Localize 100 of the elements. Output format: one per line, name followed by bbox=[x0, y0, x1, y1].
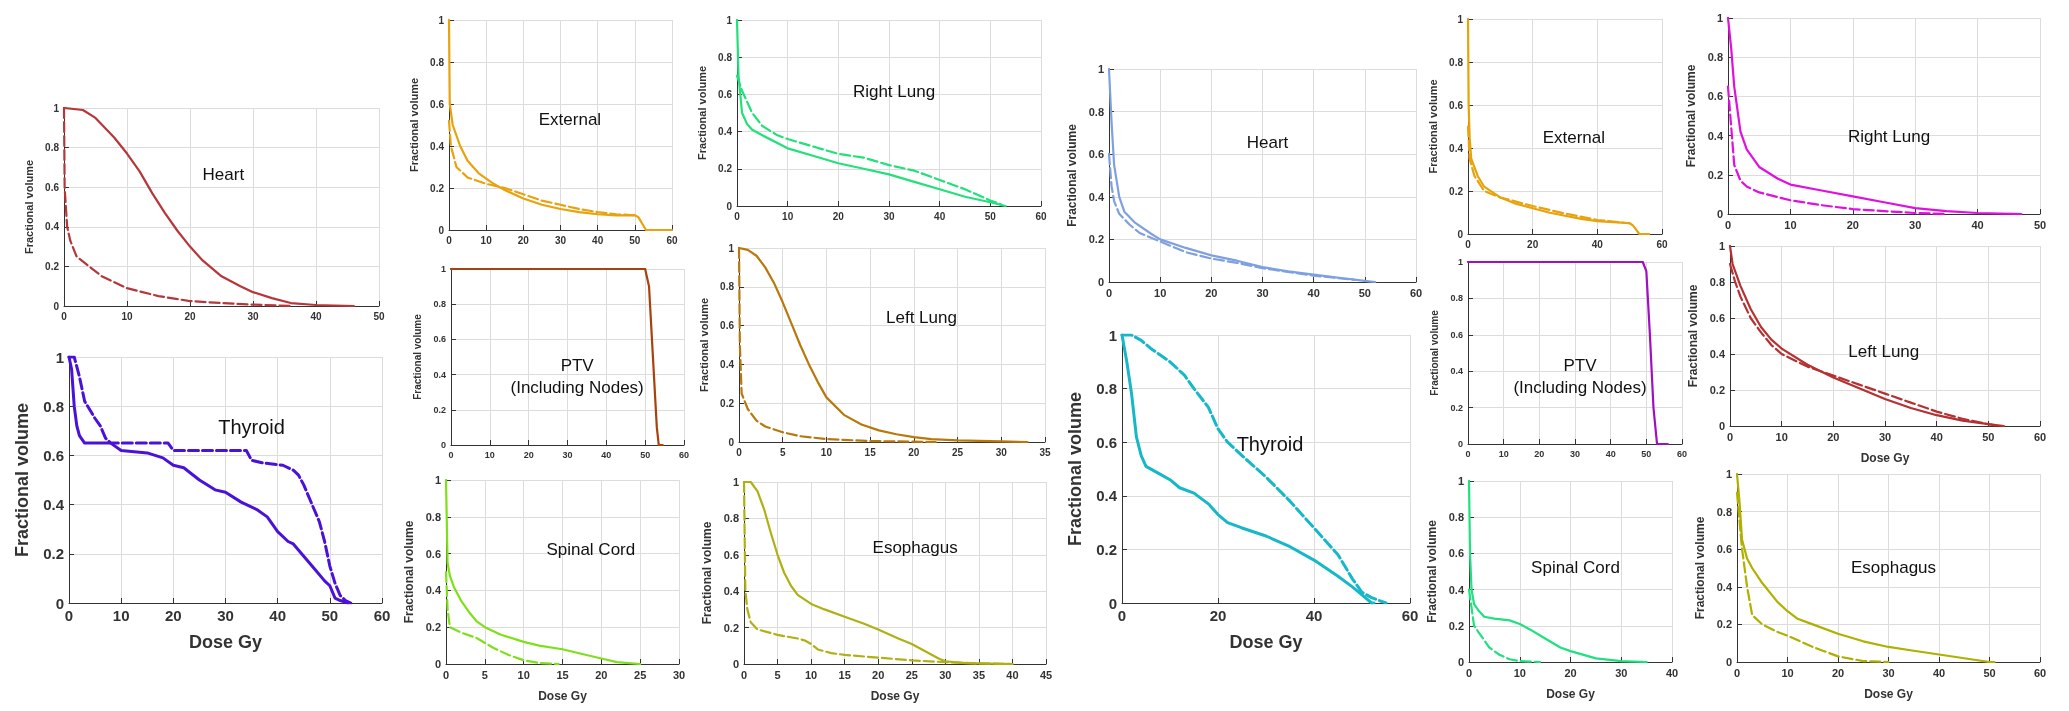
y-axis-title: Fractional volume bbox=[22, 159, 35, 255]
y-tick-label: 1 bbox=[732, 476, 739, 488]
y-tick-label: 0.2 bbox=[1088, 233, 1104, 246]
text: Spinal Cord bbox=[546, 539, 636, 559]
y-tick-label: 0.6 bbox=[430, 98, 445, 110]
y-tick-label: 1 bbox=[1457, 257, 1463, 267]
x-axis-title: Dose Gy bbox=[1546, 687, 1596, 701]
y-tick-label: 0.6 bbox=[720, 320, 735, 332]
y-tick-label: 0 bbox=[1718, 420, 1725, 432]
y-tick-label: 0.4 bbox=[1096, 487, 1118, 505]
y-tick-label: 1 bbox=[53, 102, 60, 114]
y-tick-label: 0.4 bbox=[425, 584, 442, 597]
x-tick-label: 0 bbox=[740, 668, 748, 681]
x-tick-label: 60 bbox=[1035, 210, 1047, 222]
y-axis-title: Fractional volume bbox=[1685, 284, 1700, 388]
y-tick-label: 0.2 bbox=[1449, 185, 1464, 197]
x-tick-label: 10 bbox=[1775, 430, 1788, 443]
y-tick-label: 1 bbox=[55, 348, 64, 366]
x-axis-title: Dose Gy bbox=[1864, 687, 1914, 701]
x-tick-label: 40 bbox=[1665, 666, 1679, 679]
x-tick-label: 50 bbox=[1641, 448, 1652, 459]
x-tick-label: 30 bbox=[1878, 430, 1892, 443]
y-tick-label: 0 bbox=[53, 300, 60, 312]
x-axis-title: Dose Gy bbox=[870, 689, 920, 703]
y-axis-title: Fractional volume bbox=[1065, 391, 1085, 547]
y-tick-label: 0.8 bbox=[43, 397, 64, 415]
text: Esophagus bbox=[872, 537, 958, 557]
x-tick-label: 40 bbox=[310, 310, 322, 322]
y-tick-label: 0.4 bbox=[433, 369, 446, 380]
x-tick-label: 40 bbox=[592, 234, 604, 246]
x-tick-label: 15 bbox=[864, 446, 877, 458]
y-tick-label: 0.2 bbox=[430, 182, 445, 194]
x-tick-label: 30 bbox=[1909, 218, 1922, 231]
x-tick-label: 60 bbox=[678, 449, 690, 460]
x-tick-label: 20 bbox=[1827, 430, 1840, 443]
x-tick-label: 40 bbox=[1307, 286, 1320, 299]
x-tick-label: 50 bbox=[1983, 666, 1996, 679]
y-tick-label: 0.8 bbox=[45, 142, 60, 154]
y-axis-title: Fractional volume bbox=[12, 402, 32, 558]
y-tick-label: 0.2 bbox=[723, 621, 739, 634]
text: PTV (Including Nodes) bbox=[510, 355, 644, 397]
x-tick-label: 20 bbox=[517, 234, 530, 246]
y-tick-label: 0.4 bbox=[1088, 190, 1105, 203]
x-tick-label: 50 bbox=[640, 449, 651, 460]
x-tick-label: 40 bbox=[1932, 666, 1946, 679]
x-tick-label: 60 bbox=[666, 234, 678, 246]
x-tick-label: 30 bbox=[672, 668, 686, 681]
y-tick-label: 0.2 bbox=[1450, 402, 1463, 413]
x-tick-label: 10 bbox=[517, 668, 530, 681]
x-tick-label: 5 bbox=[779, 446, 786, 458]
x-tick-label: 25 bbox=[952, 446, 964, 458]
y-tick-label: 0.2 bbox=[718, 163, 733, 175]
x-axis-title: Dose Gy bbox=[1860, 451, 1910, 465]
x-tick-label: 10 bbox=[1154, 286, 1167, 299]
x-tick-label: 30 bbox=[217, 607, 234, 624]
text: External bbox=[538, 110, 602, 129]
text: Right Lung bbox=[852, 82, 936, 102]
y-tick-label: 0 bbox=[55, 594, 64, 612]
text: Heart bbox=[1246, 132, 1289, 152]
x-tick-label: 60 bbox=[1656, 238, 1668, 250]
y-tick-label: 0.8 bbox=[720, 281, 735, 293]
text: Heart bbox=[202, 164, 245, 184]
y-tick-label: 0.2 bbox=[720, 397, 735, 409]
x-tick-label: 60 bbox=[373, 607, 391, 624]
x-tick-label: 15 bbox=[556, 668, 569, 681]
y-tick-label: 0 bbox=[726, 200, 733, 212]
y-tick-label: 0.6 bbox=[718, 88, 733, 100]
x-tick-label: 15 bbox=[838, 668, 851, 681]
x-tick-label: 25 bbox=[905, 668, 918, 681]
y-tick-label: 0.2 bbox=[1709, 384, 1725, 396]
x-tick-label: 50 bbox=[1358, 286, 1371, 299]
x-tick-label: 25 bbox=[634, 668, 647, 681]
x-tick-label: 40 bbox=[1930, 430, 1943, 443]
y-axis-title: Fractional volume bbox=[407, 77, 420, 173]
x-tick-label: 30 bbox=[247, 310, 259, 322]
x-tick-label: 0 bbox=[1465, 448, 1471, 459]
y-tick-label: 0.4 bbox=[1707, 129, 1724, 142]
text: Thyroid bbox=[1236, 432, 1304, 455]
y-tick-label: 0.6 bbox=[1096, 433, 1117, 451]
x-tick-label: 10 bbox=[820, 446, 833, 458]
y-axis-title: Fractional volume bbox=[412, 313, 424, 400]
y-tick-label: 0.4 bbox=[430, 140, 445, 152]
y-tick-label: 0.8 bbox=[1450, 293, 1463, 304]
y-tick-label: 0.2 bbox=[1096, 540, 1117, 558]
y-tick-label: 0.8 bbox=[718, 51, 733, 63]
x-tick-label: 40 bbox=[1971, 218, 1984, 231]
x-axis-title: Dose Gy bbox=[188, 632, 263, 652]
y-tick-label: 0.6 bbox=[1707, 90, 1723, 103]
x-tick-label: 10 bbox=[121, 310, 133, 322]
x-tick-label: 60 bbox=[2033, 666, 2047, 679]
y-tick-label: 0.6 bbox=[1709, 312, 1725, 324]
x-tick-label: 20 bbox=[1527, 238, 1539, 250]
y-tick-label: 0.6 bbox=[1716, 543, 1732, 556]
x-tick-label: 30 bbox=[1569, 448, 1581, 459]
y-tick-label: 0.2 bbox=[1716, 618, 1732, 631]
x-tick-label: 5 bbox=[481, 668, 488, 681]
text: Spinal Cord bbox=[1531, 557, 1620, 577]
y-tick-label: 0.6 bbox=[1088, 148, 1104, 161]
x-tick-label: 50 bbox=[1982, 430, 1995, 443]
y-axis-title: Fractional volume bbox=[1429, 309, 1441, 396]
